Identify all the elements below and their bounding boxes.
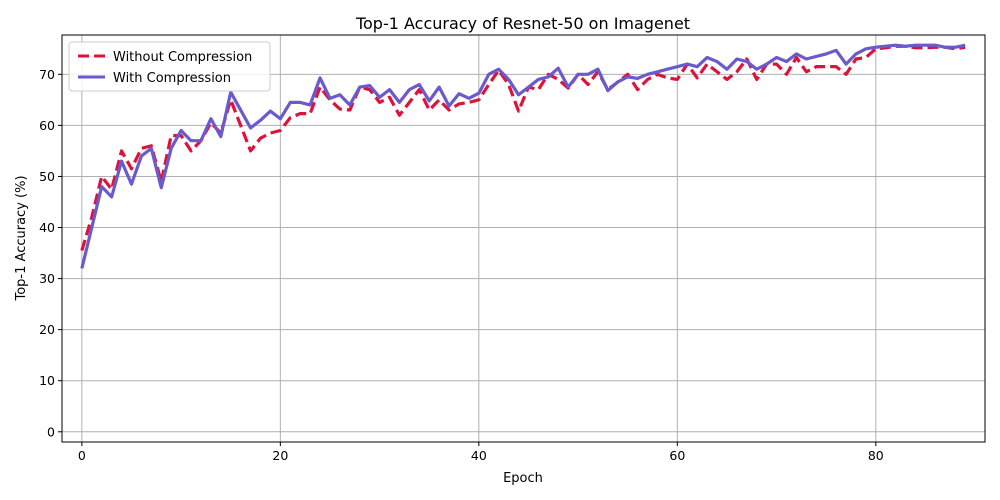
y-axis-label: Top-1 Accuracy (%) bbox=[14, 175, 29, 301]
chart-title: Top-1 Accuracy of Resnet-50 on Imagenet bbox=[355, 14, 690, 33]
legend-label-with-compression: With Compression bbox=[113, 71, 231, 86]
y-tick-label: 50 bbox=[39, 169, 55, 184]
y-tick-label: 10 bbox=[39, 373, 55, 388]
y-tick-label: 20 bbox=[39, 322, 55, 337]
x-axis-ticks: 0 20 40 60 80 bbox=[78, 442, 884, 463]
series-line-with-compression bbox=[80, 43, 966, 269]
legend: Without Compression With Compression bbox=[68, 41, 271, 92]
y-tick-label: 60 bbox=[39, 118, 55, 133]
plot-frame bbox=[61, 34, 986, 443]
series-lines bbox=[80, 43, 966, 269]
x-tick-label: 40 bbox=[471, 448, 487, 463]
legend-box bbox=[68, 41, 271, 92]
x-tick-label: 0 bbox=[78, 448, 86, 463]
y-tick-label: 70 bbox=[39, 67, 55, 82]
x-tick-label: 60 bbox=[669, 448, 685, 463]
x-tick-label: 20 bbox=[272, 448, 288, 463]
x-axis-label: Epoch bbox=[503, 471, 543, 486]
x-tick-label: 80 bbox=[868, 448, 884, 463]
y-axis-ticks: 0 10 20 30 40 50 60 70 bbox=[39, 67, 62, 439]
y-tick-label: 0 bbox=[47, 424, 55, 439]
y-tick-label: 30 bbox=[39, 271, 55, 286]
legend-label-without-compression: Without Compression bbox=[113, 50, 252, 65]
y-tick-label: 40 bbox=[39, 220, 55, 235]
